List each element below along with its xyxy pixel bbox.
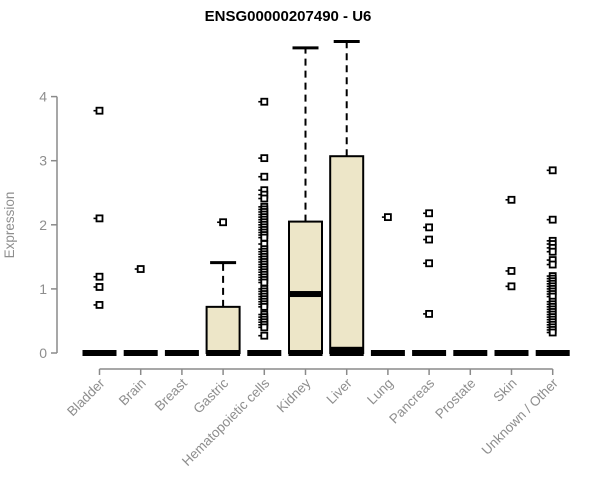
zero-bar xyxy=(247,350,282,356)
outlier-point xyxy=(260,194,269,203)
x-tick-label: Pancreas xyxy=(386,375,437,426)
outlier-point xyxy=(507,282,516,291)
y-tick-label: 4 xyxy=(39,89,47,105)
outlier-point xyxy=(219,218,228,227)
outlier-point xyxy=(260,233,269,242)
x-tick-label: Lung xyxy=(364,376,396,408)
zero-bar xyxy=(453,350,488,356)
outlier-point xyxy=(507,195,516,204)
zero-bar xyxy=(164,350,199,356)
outlier-point xyxy=(95,214,104,223)
box xyxy=(205,305,241,354)
x-tick-label: Kidney xyxy=(274,375,314,415)
x-tick-label: Bladder xyxy=(64,375,108,419)
outlier-point xyxy=(548,247,557,256)
outlier-point xyxy=(260,97,269,106)
outlier-point xyxy=(425,235,434,244)
x-tick-label: Liver xyxy=(324,375,356,407)
y-axis-title: Expression xyxy=(2,192,17,259)
zero-bar xyxy=(123,350,158,356)
x-tick-label: Skin xyxy=(490,376,519,405)
median-line xyxy=(329,346,364,353)
zero-bar xyxy=(329,350,364,356)
x-tick-label: Unknown / Other xyxy=(479,375,562,458)
x-tick-label: Prostate xyxy=(432,376,478,422)
outlier-point xyxy=(425,223,434,232)
outlier-point xyxy=(260,172,269,181)
outlier-point xyxy=(548,260,557,269)
box xyxy=(288,220,323,354)
outlier-point xyxy=(260,323,269,332)
outlier-point xyxy=(260,154,269,163)
zero-bar xyxy=(535,350,570,356)
outlier-point xyxy=(507,267,516,275)
outlier-point xyxy=(548,328,557,337)
outlier-point xyxy=(548,215,557,224)
y-tick-label: 0 xyxy=(39,345,47,361)
y-tick-label: 3 xyxy=(39,153,47,169)
median-line xyxy=(288,291,323,298)
outlier-point xyxy=(548,166,557,175)
x-tick-label: Brain xyxy=(116,376,149,409)
y-tick-label: 1 xyxy=(39,281,47,297)
zero-bar xyxy=(288,350,323,356)
zero-bar xyxy=(206,350,241,356)
outlier-point xyxy=(425,209,434,218)
outlier-point xyxy=(260,331,269,340)
chart-title: ENSG00000207490 - U6 xyxy=(204,8,372,25)
outlier-point xyxy=(425,309,434,318)
y-tick-label: 2 xyxy=(39,217,47,233)
zero-bar xyxy=(82,350,117,356)
outlier-point xyxy=(136,265,145,273)
outlier-point xyxy=(95,106,104,115)
outlier-point xyxy=(260,302,269,311)
x-tick-label: Breast xyxy=(152,375,190,413)
outlier-point xyxy=(95,272,104,281)
zero-bar xyxy=(494,350,529,356)
outlier-point xyxy=(95,283,104,291)
outlier-point xyxy=(260,278,269,287)
box xyxy=(329,155,365,354)
zero-bar xyxy=(412,350,447,356)
outlier-point xyxy=(425,259,434,268)
outlier-point xyxy=(383,213,392,222)
zero-bar xyxy=(370,350,405,356)
outlier-point xyxy=(95,301,104,309)
x-tick-label: Gastric xyxy=(190,375,231,416)
